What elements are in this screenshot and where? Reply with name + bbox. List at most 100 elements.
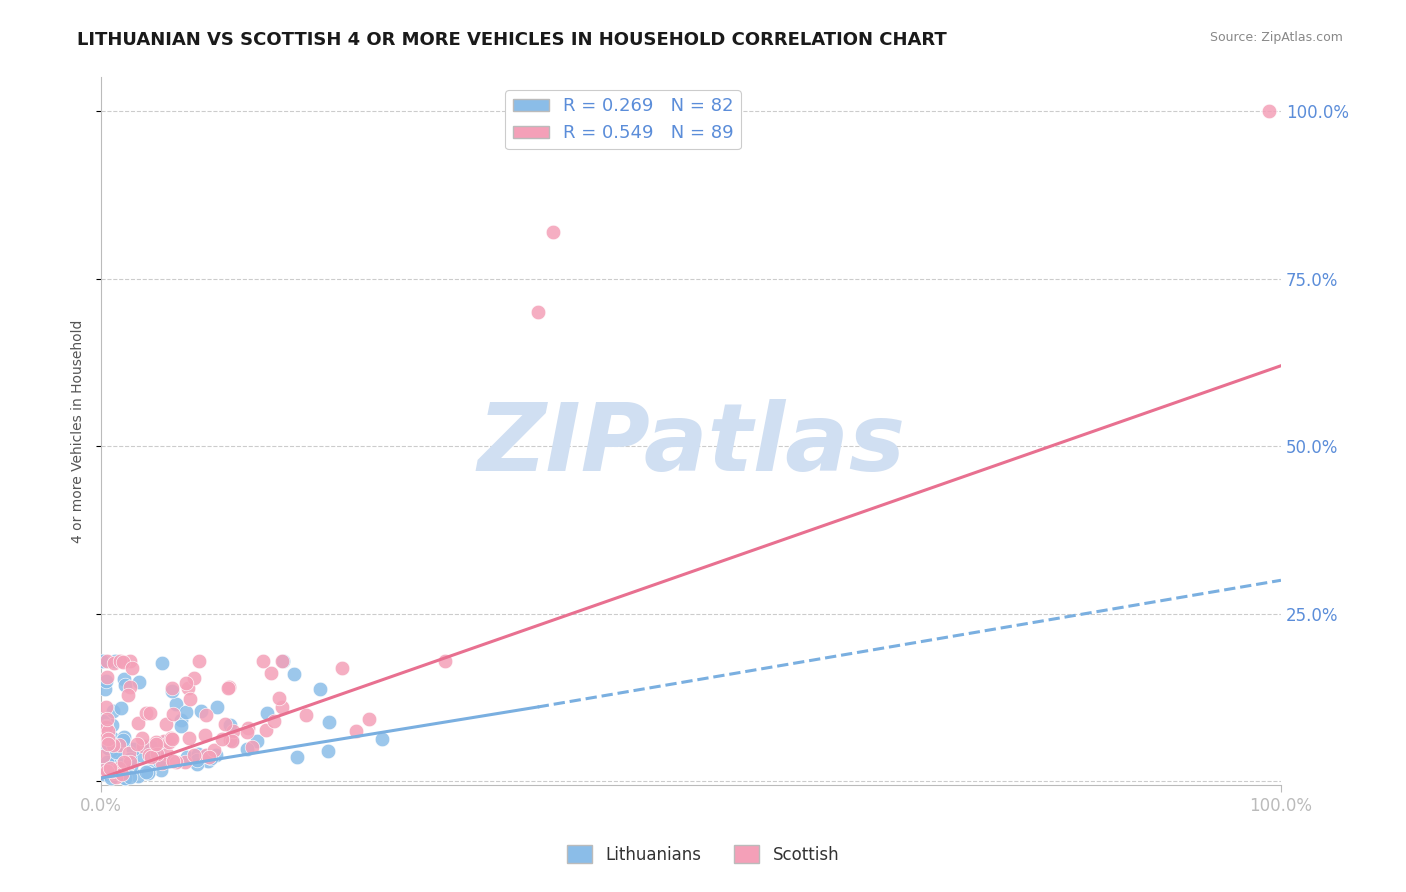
Legend: R = 0.269   N = 82, R = 0.549   N = 89: R = 0.269 N = 82, R = 0.549 N = 89 xyxy=(505,90,741,150)
Point xyxy=(112,656,135,670)
Point xyxy=(183,671,205,685)
Point xyxy=(197,754,219,768)
Point xyxy=(96,654,118,668)
Text: ZIPatlas: ZIPatlas xyxy=(477,400,905,491)
Point xyxy=(162,706,184,721)
Point xyxy=(131,731,153,745)
Point xyxy=(149,737,172,751)
Point xyxy=(91,748,114,763)
Point xyxy=(271,654,294,668)
Point xyxy=(104,745,127,759)
Point xyxy=(111,767,134,781)
Point xyxy=(103,742,125,756)
Point xyxy=(118,752,141,766)
Point xyxy=(236,725,259,739)
Point xyxy=(152,752,174,766)
Point xyxy=(103,749,125,764)
Point xyxy=(252,654,274,668)
Point xyxy=(118,654,141,668)
Point xyxy=(160,731,183,746)
Point xyxy=(108,761,131,775)
Point xyxy=(93,766,115,780)
Point xyxy=(101,738,124,752)
Point xyxy=(211,732,233,747)
Point xyxy=(271,700,294,714)
Legend: Lithuanians, Scottish: Lithuanians, Scottish xyxy=(560,838,846,871)
Point xyxy=(149,763,172,777)
Point xyxy=(183,747,205,762)
Point xyxy=(121,754,143,768)
Point xyxy=(149,751,172,765)
Point xyxy=(114,772,136,786)
Point xyxy=(357,712,380,726)
Point xyxy=(152,734,174,748)
Point xyxy=(371,732,394,747)
Text: Source: ZipAtlas.com: Source: ZipAtlas.com xyxy=(1209,31,1343,45)
Point xyxy=(94,700,117,714)
Point xyxy=(135,706,157,720)
Point xyxy=(174,705,197,719)
Point xyxy=(526,305,548,319)
Point xyxy=(120,680,142,694)
Point xyxy=(219,718,242,732)
Point xyxy=(150,657,173,671)
Point xyxy=(187,747,209,761)
Point xyxy=(93,724,115,739)
Point xyxy=(177,681,200,696)
Point xyxy=(98,757,121,772)
Point xyxy=(318,715,340,730)
Point xyxy=(103,704,125,718)
Point xyxy=(111,757,134,772)
Point xyxy=(129,747,152,762)
Point xyxy=(344,724,367,739)
Point xyxy=(112,730,135,744)
Point xyxy=(100,764,122,779)
Point xyxy=(93,764,115,778)
Point xyxy=(176,749,198,764)
Point xyxy=(118,746,141,760)
Point xyxy=(91,654,114,668)
Point xyxy=(138,764,160,779)
Point xyxy=(197,750,219,764)
Point xyxy=(283,667,305,681)
Point xyxy=(238,721,260,735)
Point xyxy=(121,661,143,675)
Point xyxy=(195,749,218,764)
Point xyxy=(174,676,197,690)
Point xyxy=(112,672,135,686)
Point xyxy=(179,731,201,745)
Point xyxy=(174,756,197,770)
Point xyxy=(111,732,134,747)
Point xyxy=(217,681,239,696)
Point xyxy=(153,735,176,749)
Point xyxy=(97,737,120,751)
Point xyxy=(96,719,118,733)
Point xyxy=(114,771,136,785)
Point xyxy=(96,673,118,688)
Point xyxy=(194,747,217,762)
Point xyxy=(190,705,212,719)
Point xyxy=(138,739,160,754)
Point xyxy=(110,700,132,714)
Point xyxy=(141,749,163,764)
Point xyxy=(146,747,169,761)
Point xyxy=(186,757,208,772)
Point xyxy=(165,756,187,770)
Point xyxy=(139,706,162,720)
Point xyxy=(179,691,201,706)
Point xyxy=(236,742,259,756)
Point xyxy=(170,714,193,728)
Point xyxy=(156,747,179,762)
Point xyxy=(148,754,170,768)
Point xyxy=(108,654,131,668)
Point xyxy=(118,755,141,769)
Point xyxy=(270,654,292,668)
Point xyxy=(330,661,353,675)
Point xyxy=(93,764,115,778)
Point xyxy=(117,688,139,702)
Point xyxy=(127,715,149,730)
Y-axis label: 4 or more Vehicles in Household: 4 or more Vehicles in Household xyxy=(72,319,86,543)
Point xyxy=(214,717,236,731)
Point xyxy=(93,654,115,668)
Point xyxy=(104,654,127,668)
